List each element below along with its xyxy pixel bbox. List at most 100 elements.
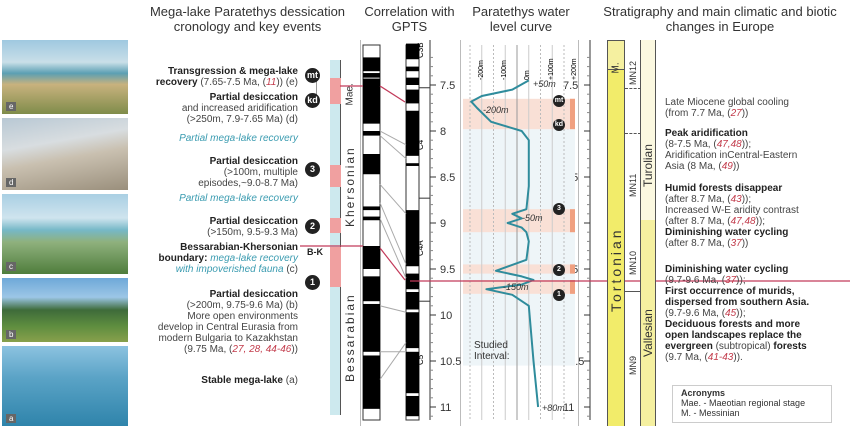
desiccation-band-edge bbox=[570, 264, 575, 274]
event-2: Partial desiccation (>150m, 9.5-9.3 Ma) bbox=[207, 216, 298, 238]
polarity-chron-normal bbox=[406, 43, 419, 60]
chron-c3b: C3B bbox=[416, 42, 425, 58]
correlation-tie-line bbox=[379, 202, 407, 265]
age-tick-label: 8 bbox=[440, 126, 446, 138]
bk-label: B-K bbox=[307, 247, 323, 257]
tortonian-column bbox=[607, 40, 625, 426]
depth-tick: +200m bbox=[571, 58, 578, 80]
chron-c5: C5 bbox=[416, 354, 425, 365]
mn12: MN12 bbox=[628, 60, 638, 85]
studied-label: Studied bbox=[474, 340, 508, 351]
marker-3: 3 bbox=[305, 162, 320, 177]
correlation-tie-line bbox=[379, 342, 407, 380]
water-marker-kd: kd bbox=[553, 119, 565, 131]
desiccation-d-bar bbox=[330, 78, 341, 104]
polarity-chron-normal bbox=[363, 246, 380, 269]
note-cooling: Late Miocene global cooling (from 7.7 Ma,… bbox=[665, 97, 789, 119]
label-minus200: -200m bbox=[483, 105, 509, 115]
mn-boundary bbox=[625, 291, 641, 292]
polarity-chron-normal bbox=[406, 395, 419, 417]
mn-boundary bbox=[625, 88, 641, 89]
polarity-chron-normal bbox=[406, 89, 419, 104]
correlation-tie-line bbox=[379, 135, 407, 159]
polarity-chron-normal bbox=[406, 210, 419, 267]
event-d: Partial desiccation and increased aridifi… bbox=[181, 92, 298, 125]
polarity-chron-normal bbox=[406, 292, 419, 310]
age-tick-label: 11 bbox=[563, 402, 574, 414]
mt-gpts-line bbox=[379, 85, 406, 103]
mn-column bbox=[625, 40, 641, 426]
desiccation-band-edge bbox=[570, 209, 575, 233]
water-marker-mt: mt bbox=[553, 95, 565, 107]
recovery-1: Partial mega-lake recovery bbox=[179, 133, 298, 144]
bracket bbox=[316, 74, 322, 104]
water-level-curve bbox=[470, 79, 540, 408]
messinian-cell bbox=[607, 40, 625, 70]
recovery-2: Partial mega-lake recovery bbox=[179, 193, 298, 204]
desiccation-band bbox=[463, 209, 575, 233]
polarity-chron-normal bbox=[406, 163, 419, 166]
correlation-tie-line bbox=[379, 218, 407, 279]
polarity-chron-normal bbox=[363, 131, 380, 136]
strat-header: Stratigraphy and main climatic and bioti… bbox=[603, 4, 837, 34]
marker-mt: mt bbox=[305, 68, 320, 83]
age-tick-label: 10 bbox=[440, 310, 452, 322]
photo-c: c bbox=[2, 194, 128, 274]
note-murids: Diminishing water cycling (9.7-9.6 Ma, (3… bbox=[665, 264, 810, 363]
note-aridification: Peak aridification (8-7.5 Ma, (47,48)); Ar… bbox=[665, 128, 798, 172]
divider bbox=[360, 40, 361, 426]
chron-c4: C4 bbox=[416, 139, 425, 150]
water-header: Paratethys water level curve bbox=[472, 4, 570, 34]
depth-tick: -200m bbox=[478, 60, 485, 80]
marker-kd: kd bbox=[305, 93, 320, 108]
bk-gpts-line bbox=[379, 247, 406, 281]
photo-d: d bbox=[2, 118, 128, 190]
label-minus150: -150m bbox=[503, 282, 529, 292]
lake-status-bar bbox=[330, 60, 341, 415]
polarity-chron-normal bbox=[363, 154, 380, 175]
polarity-chron-normal bbox=[363, 206, 380, 211]
divider bbox=[460, 40, 461, 426]
age-tick-label: 7.5 bbox=[563, 80, 578, 92]
mn9: MN9 bbox=[628, 355, 638, 375]
depth-tick: 0m bbox=[524, 70, 531, 80]
marker-2: 2 bbox=[305, 219, 320, 234]
polarity-chron-normal bbox=[363, 78, 380, 124]
desiccation-3-bar bbox=[330, 165, 341, 187]
desiccation-band-edge bbox=[570, 98, 575, 130]
mn-boundary bbox=[625, 133, 641, 134]
note-humid-forests: Humid forests disappear (after 8.7 Ma, (4… bbox=[665, 183, 799, 249]
age-tick-label: 10.5 bbox=[440, 356, 461, 368]
polarity-chron-normal bbox=[406, 312, 419, 349]
interval-label: Interval: bbox=[474, 351, 510, 362]
label-plus80: +80m bbox=[542, 403, 565, 413]
polarity-chron-normal bbox=[363, 303, 380, 352]
water-marker-1: 1 bbox=[553, 289, 565, 301]
marker-1: 1 bbox=[305, 275, 320, 290]
polarity-chron-normal bbox=[406, 66, 419, 72]
photo-b: b bbox=[2, 278, 128, 342]
stage-tortonian: Tortonian bbox=[608, 227, 624, 312]
events-header: Mega-lake Paratethys dessication cronolo… bbox=[149, 4, 346, 34]
polarity-chron-normal bbox=[363, 216, 380, 221]
water-marker-2: 2 bbox=[553, 264, 565, 276]
photo-e: e bbox=[2, 40, 128, 114]
depth-tick: +100m bbox=[548, 58, 555, 80]
polarity-chron-normal bbox=[406, 110, 419, 156]
correlation-tie-line bbox=[379, 130, 407, 146]
polarity-chron-normal bbox=[363, 276, 380, 302]
age-tick-label: 9.5 bbox=[440, 264, 455, 276]
stage-messinian: M. bbox=[610, 62, 622, 74]
chron-c4a: C4A bbox=[416, 240, 425, 256]
age-tick-label: 9 bbox=[440, 218, 446, 230]
event-e: Transgression & mega-lake recovery (7.65-… bbox=[155, 66, 298, 88]
desiccation-band bbox=[463, 264, 575, 274]
correlation-tie-line bbox=[379, 305, 407, 313]
turolian-cell bbox=[641, 40, 656, 220]
stage-turolian: Turolian bbox=[641, 144, 655, 187]
desiccation-1-bar bbox=[330, 247, 341, 287]
event-bk: Bessarabian-Khersonian boundary: mega-lak… bbox=[158, 242, 298, 275]
age-tick-label: 11 bbox=[440, 402, 451, 414]
